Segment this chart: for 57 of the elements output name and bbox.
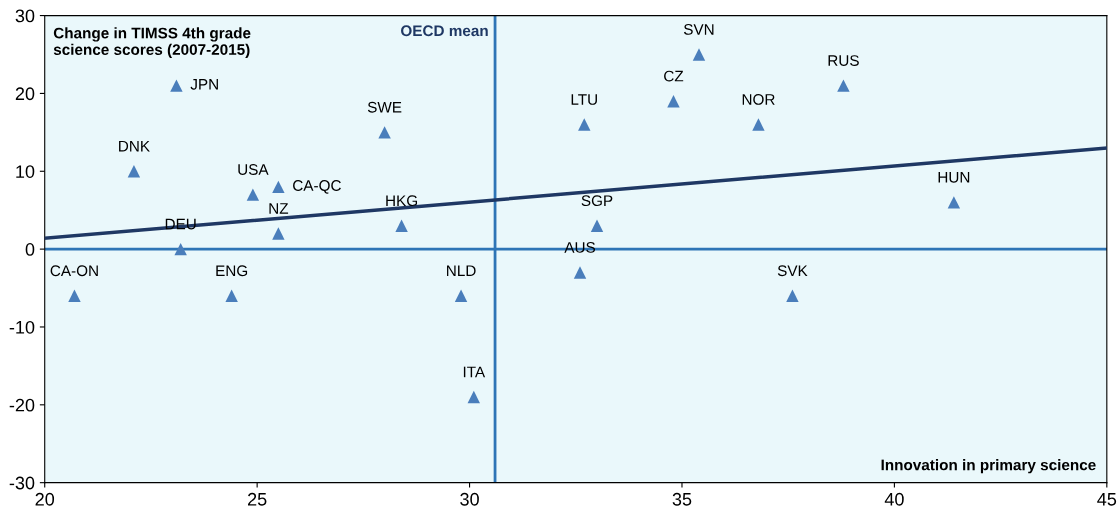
y-axis-title: Change in TIMSS 4th grade science scores (2007-2015): [53, 27, 251, 59]
y-tick-label: 30: [15, 9, 35, 23]
y-tick-label: 0: [25, 243, 35, 256]
ref-line-label: OECD mean: [401, 25, 488, 37]
x-tick-label: 30: [460, 492, 479, 506]
annotation: SWE: [367, 101, 402, 113]
point: [272, 180, 285, 194]
point: [573, 266, 587, 279]
point: [578, 118, 591, 131]
annotation: ITA: [463, 366, 486, 378]
point: [68, 289, 81, 303]
point: [174, 242, 187, 256]
point: [837, 79, 850, 92]
x-tick-label: 45: [1097, 493, 1117, 506]
point: [395, 219, 408, 232]
annotation: CA-ON: [50, 265, 98, 277]
annotation: JPN: [190, 79, 218, 90]
point: [786, 289, 799, 303]
x-tick-label: 25: [248, 492, 267, 506]
annotation: NLD: [447, 265, 476, 276]
annotation: NOR: [742, 94, 775, 105]
y-tick-label: 10: [16, 165, 35, 178]
point: [752, 118, 765, 131]
annotation: HKG: [386, 195, 417, 207]
x-tick-label: 40: [884, 492, 904, 506]
point: [170, 79, 183, 92]
annotation: CZ: [664, 70, 684, 82]
point: [667, 94, 680, 108]
point: [947, 196, 961, 209]
annotation: NZ: [269, 203, 289, 214]
annotation: SVN: [683, 23, 714, 35]
annotation: RUS: [828, 55, 859, 66]
point: [454, 289, 468, 303]
y-tick-label: -30: [9, 476, 35, 490]
point: [127, 165, 141, 178]
annotation: HUN: [938, 172, 970, 183]
annotation: USA: [238, 164, 269, 175]
point: [378, 126, 391, 139]
annotation: DNK: [119, 140, 150, 152]
annotation: LTU: [571, 94, 597, 105]
annotation: SGP: [581, 195, 613, 207]
annotation: CA-QC: [293, 180, 341, 194]
y-tick-label: 20: [15, 87, 35, 101]
point: [225, 289, 238, 303]
point: [692, 48, 706, 61]
x-axis-title: Innovation in primary science: [881, 459, 1096, 474]
point: [272, 227, 285, 240]
y-tick-label: -20: [9, 398, 35, 412]
point: [467, 390, 481, 404]
x-tick-label: 20: [35, 492, 55, 506]
annotation: AUS: [564, 241, 596, 253]
x-tick-label: 35: [672, 492, 692, 506]
annotation: SVK: [777, 265, 808, 277]
annotation: ENG: [216, 265, 248, 277]
y-tick-label: -10: [9, 320, 35, 334]
point: [246, 188, 260, 201]
point: [590, 219, 604, 232]
